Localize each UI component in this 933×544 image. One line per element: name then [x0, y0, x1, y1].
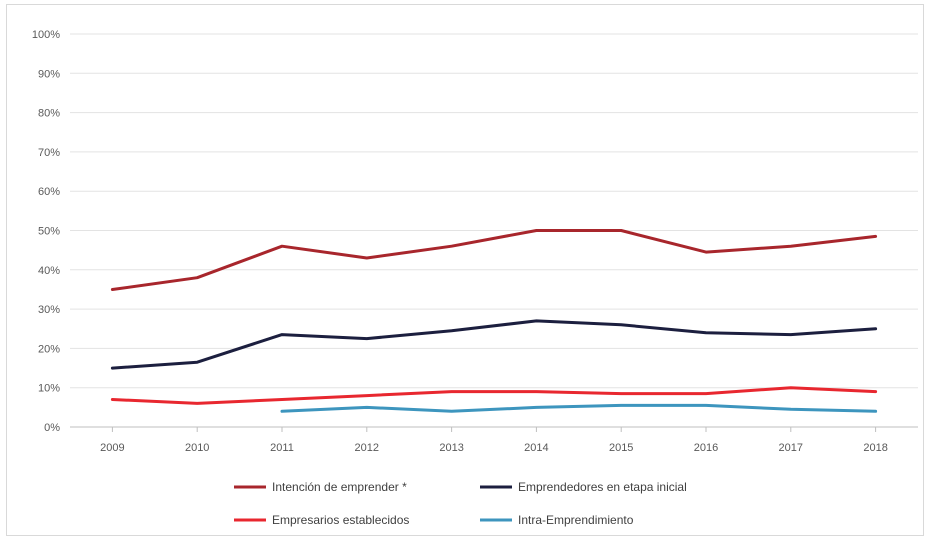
y-tick-label: 0%	[44, 422, 60, 434]
y-tick-label: 60%	[38, 186, 60, 198]
y-axis-ticks: 0% 10% 20% 30% 40% 50% 60% 70% 80% 90% 100%	[32, 29, 60, 434]
legend-label: Intra-Emprendimiento	[518, 513, 634, 527]
legend-label: Intención de emprender *	[272, 480, 407, 494]
x-tick-label: 2014	[524, 442, 548, 454]
x-tick-label: 2011	[270, 442, 294, 454]
x-tick-label: 2015	[609, 442, 633, 454]
legend-label: Empresarios establecidos	[272, 513, 409, 527]
series-lines	[110, 229, 878, 413]
x-tick-label: 2013	[439, 442, 463, 454]
x-tick-label: 2017	[779, 442, 803, 454]
y-tick-label: 80%	[38, 108, 60, 120]
x-axis-ticks: 2009 2010 2011 2012 2013 2014 2015 2016 2017 2018	[100, 427, 888, 454]
series-line-3	[110, 386, 878, 405]
x-tick-label: 2016	[694, 442, 718, 454]
y-tick-label: 10%	[38, 383, 60, 395]
y-tick-label: 70%	[38, 147, 60, 159]
legend: Intención de emprender * Emprendedores en…	[234, 480, 687, 527]
series-line-4	[280, 403, 878, 413]
x-tick-label: 2009	[100, 442, 124, 454]
series-line-1	[110, 229, 878, 291]
series-line-2	[110, 319, 878, 370]
y-tick-label: 40%	[38, 265, 60, 277]
x-tick-label: 2012	[355, 442, 379, 454]
y-tick-label: 100%	[32, 29, 60, 41]
y-tick-label: 30%	[38, 304, 60, 316]
y-tick-label: 20%	[38, 343, 60, 355]
legend-label: Emprendedores en etapa inicial	[518, 480, 687, 494]
gridlines	[70, 33, 918, 428]
y-tick-label: 50%	[38, 226, 60, 238]
y-tick-label: 90%	[38, 68, 60, 80]
x-tick-label: 2010	[185, 442, 209, 454]
x-tick-label: 2018	[863, 442, 887, 454]
